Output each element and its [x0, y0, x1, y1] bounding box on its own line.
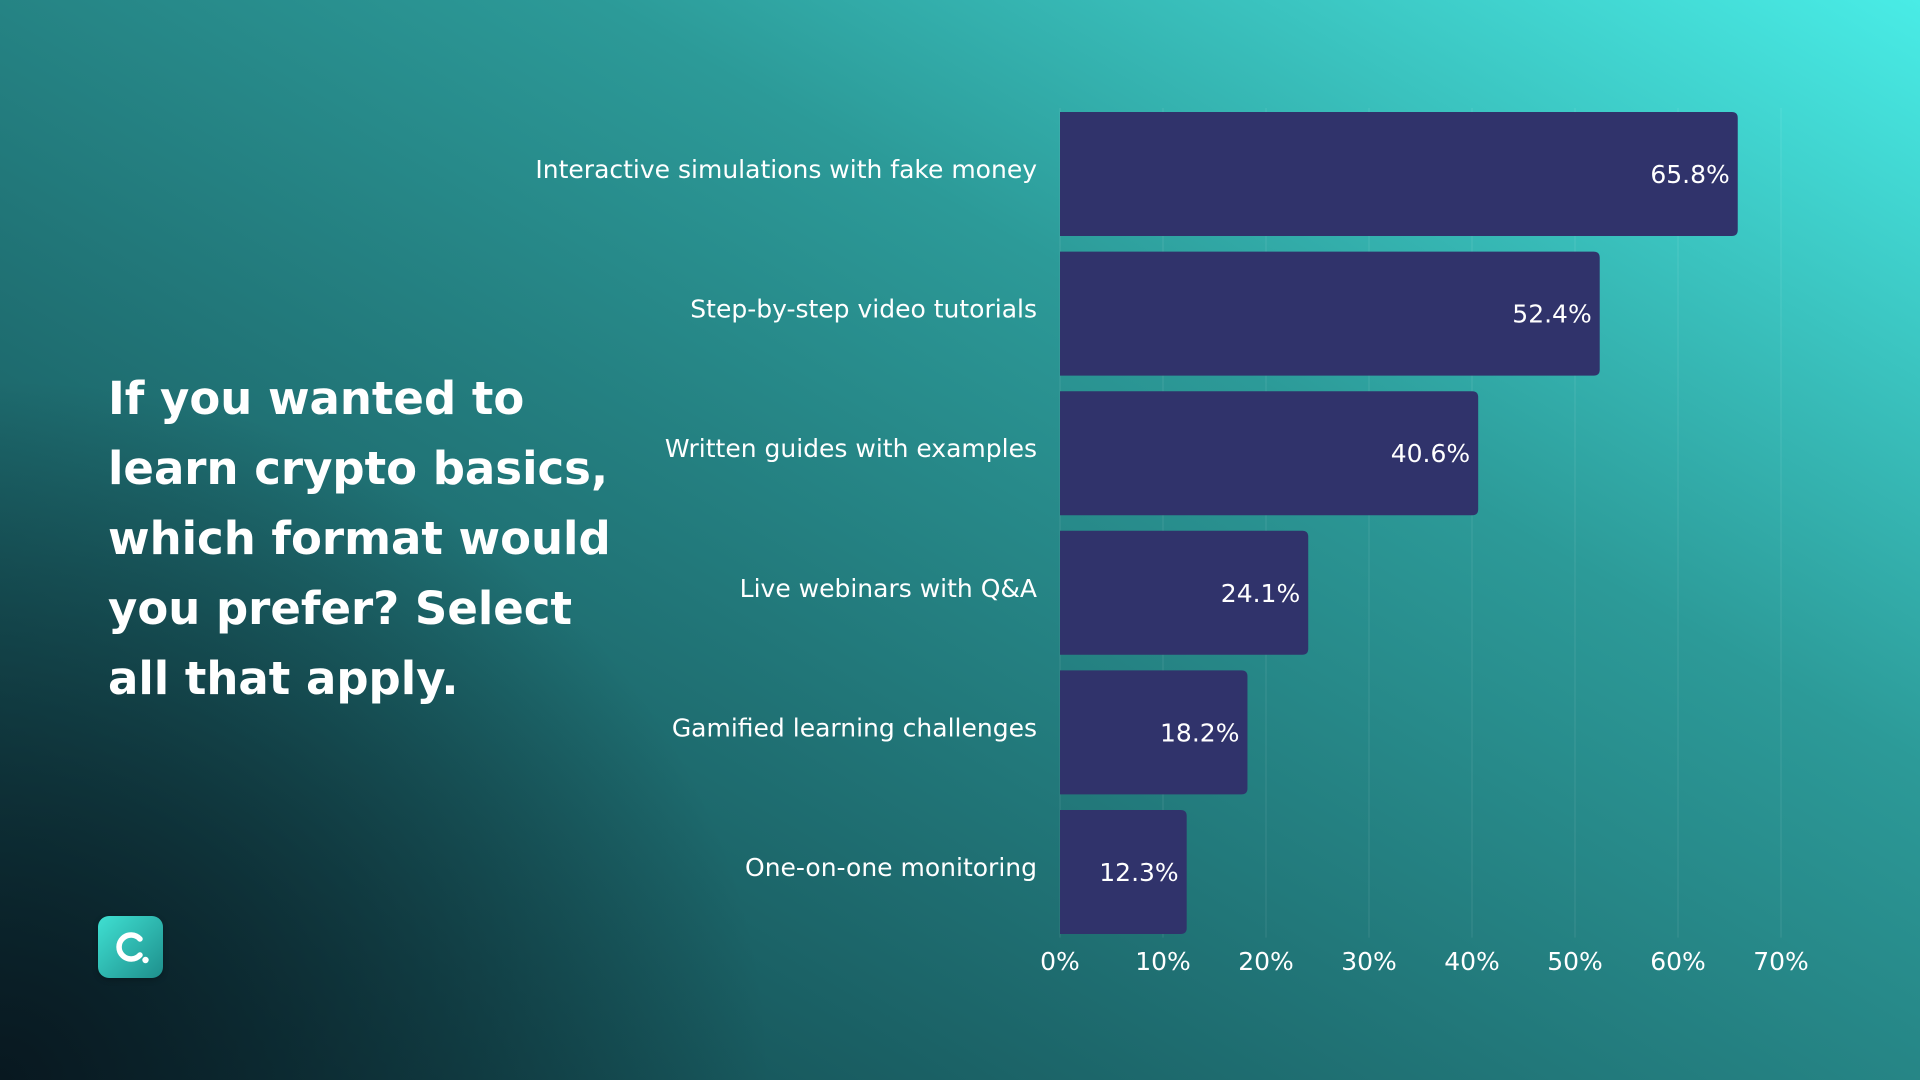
bar-value-label: 40.6% — [1391, 439, 1470, 468]
x-tick-label: 40% — [1444, 947, 1500, 976]
bar — [1060, 391, 1479, 516]
category-label: One-on-one monitoring — [745, 853, 1037, 882]
bar-value-label: 24.1% — [1221, 579, 1300, 608]
x-tick-label: 50% — [1547, 947, 1603, 976]
category-label: Gamified learning challenges — [672, 713, 1037, 742]
survey-question: If you wanted to learn crypto basics, wh… — [108, 372, 611, 705]
category-label: Written guides with examples — [665, 434, 1037, 463]
bar-value-label: 65.8% — [1650, 160, 1729, 189]
category-label: Step-by-step video tutorials — [690, 295, 1037, 324]
x-tick-label: 10% — [1135, 947, 1191, 976]
brand-logo-icon — [98, 916, 163, 978]
chart-bars: 65.8% 52.4% 40.6% 24.1% 18.2% 12.3% — [1060, 112, 1738, 934]
bar-value-label: 52.4% — [1512, 300, 1591, 329]
bar-value-label: 12.3% — [1099, 858, 1178, 887]
chart-gridlines — [1059, 108, 1782, 938]
bar — [1060, 670, 1248, 795]
bar — [1060, 112, 1738, 236]
category-label: Interactive simulations with fake money — [535, 155, 1037, 184]
bar-value-label: 18.2% — [1160, 718, 1239, 747]
x-tick-label: 30% — [1341, 947, 1397, 976]
chart-x-axis-ticks: 0% 10% 20% 30% 40% 50% 60% 70% — [1040, 947, 1809, 976]
x-tick-label: 0% — [1040, 947, 1080, 976]
x-tick-label: 70% — [1753, 947, 1809, 976]
bar — [1060, 530, 1309, 655]
x-tick-label: 60% — [1650, 947, 1706, 976]
bar — [1060, 251, 1600, 376]
bar — [1060, 810, 1187, 934]
x-tick-label: 20% — [1238, 947, 1294, 976]
chart-category-labels: Interactive simulations with fake money S… — [535, 155, 1037, 882]
category-label: Live webinars with Q&A — [740, 574, 1037, 603]
